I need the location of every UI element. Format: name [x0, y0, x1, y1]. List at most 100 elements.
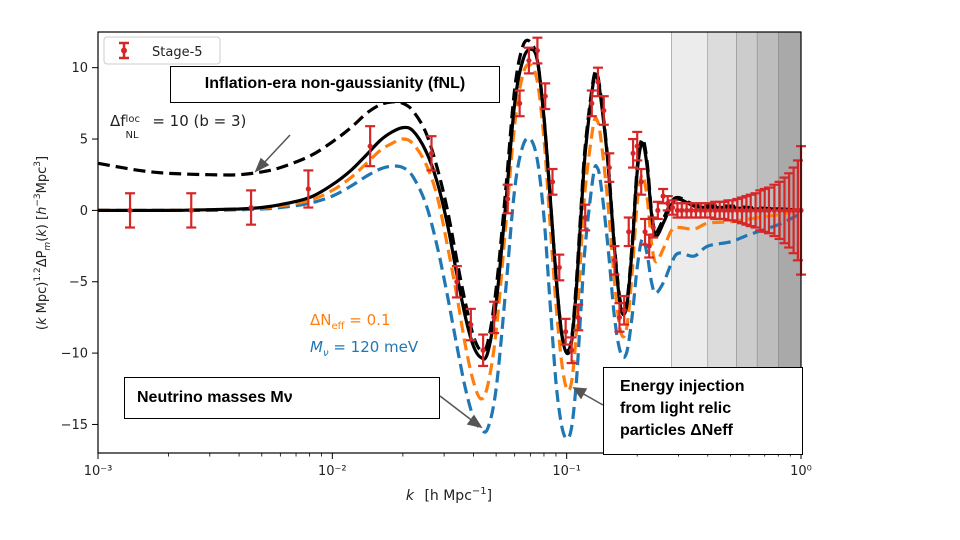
neutrino-arrowhead — [466, 414, 483, 429]
series-line-orange-dashed — [97, 62, 802, 401]
errorbar-point — [626, 229, 632, 235]
shaded-band — [757, 32, 779, 453]
y-axis-ticks: 10 5 0 −5 −10 −15 — [61, 61, 98, 433]
errorbar-point — [762, 207, 768, 213]
errorbar — [732, 197, 743, 223]
errorbar — [792, 159, 803, 262]
errorbar-point — [606, 164, 612, 171]
y-tick-label: −15 — [61, 418, 88, 433]
errorbar-point — [743, 207, 750, 213]
errorbar — [547, 167, 558, 196]
energy-callout-line-1: Energy injection — [620, 378, 745, 395]
y-tick-label: 5 — [80, 133, 88, 148]
energy-callout-line-2: from light relic — [620, 400, 732, 417]
errorbar-point — [786, 207, 792, 213]
errorbar-point — [721, 207, 727, 213]
errorbar-point — [734, 207, 740, 213]
errorbar-point — [542, 93, 548, 99]
errorbar — [736, 196, 747, 225]
errorbar-point — [725, 207, 732, 213]
y-tick-label: −5 — [69, 275, 88, 290]
errorbar — [540, 82, 551, 111]
x-tick-label: 10⁻¹ — [552, 464, 581, 479]
errorbar — [426, 135, 437, 172]
errorbar — [774, 180, 785, 241]
errorbar-point — [729, 207, 736, 213]
mnu-series-label: Mν = 120 meV — [310, 338, 419, 359]
errorbar-point — [595, 79, 601, 85]
errorbar — [489, 300, 500, 335]
errorbar-point — [611, 257, 618, 263]
errorbar-point — [707, 207, 713, 213]
errorbar-point — [505, 196, 511, 202]
fnl-arrowhead — [254, 157, 270, 173]
errorbar-point — [712, 207, 718, 213]
errorbar-point — [582, 214, 588, 221]
errorbar-point — [693, 207, 699, 213]
errorbar — [614, 302, 625, 333]
errorbar — [779, 176, 790, 245]
errorbar-point — [556, 264, 562, 271]
shaded-band — [736, 32, 758, 453]
errorbar-point — [688, 207, 694, 213]
errorbar-point — [569, 347, 575, 353]
errorbar-point — [698, 207, 704, 213]
errorbar-point — [305, 186, 311, 192]
x-tick-label: 10⁰ — [790, 464, 812, 479]
errorbar-point — [642, 229, 648, 235]
errorbar — [604, 152, 615, 183]
errorbar — [502, 183, 513, 215]
errorbar — [532, 36, 543, 65]
errorbar — [514, 89, 525, 118]
neutrino-arrow — [439, 395, 475, 423]
errorbar — [554, 253, 565, 282]
errorbar-point — [248, 204, 254, 211]
errorbar-point — [771, 207, 778, 213]
errorbar-point — [766, 207, 772, 213]
errorbar — [648, 216, 659, 239]
errorbar — [365, 125, 376, 168]
model-curves — [97, 38, 802, 441]
errorbar — [745, 193, 756, 228]
errorbar — [750, 192, 761, 229]
errorbar-point — [127, 207, 133, 213]
plot-frame — [97, 31, 802, 454]
errorbar — [303, 169, 314, 209]
errorbar-point — [634, 143, 640, 149]
y-tick-label: 0 — [80, 204, 88, 219]
errorbar-point — [739, 207, 745, 213]
errorbar-point — [646, 243, 652, 249]
errorbar-point — [752, 207, 759, 213]
errorbar-point — [601, 107, 607, 114]
stage5-errorbars — [125, 36, 806, 368]
errorbar-point — [669, 204, 676, 211]
errorbar — [573, 303, 584, 332]
errorbar-point — [480, 347, 486, 353]
errorbar-point — [655, 207, 661, 213]
y-tick-label: −10 — [61, 347, 88, 362]
errorbar-point — [702, 207, 708, 213]
errorbar-point — [188, 207, 194, 213]
errorbar — [580, 203, 591, 232]
errorbar-point — [757, 207, 763, 213]
series-line-black-solid — [97, 47, 802, 361]
legend-marker — [121, 47, 127, 54]
x-axis-label: k [h Mpc−1] — [406, 486, 492, 504]
errorbar-point — [684, 207, 690, 213]
errorbar-point — [616, 314, 623, 321]
x-axis-ticks: 10⁻³ 10⁻² 10⁻¹ 10⁰ — [84, 453, 812, 479]
errorbar — [763, 186, 774, 235]
fnl-amplitude-label: Δf loc NL = 10 (b = 3) — [110, 112, 247, 141]
legend-box — [103, 36, 221, 65]
legend-label: Stage-5 — [152, 45, 203, 60]
errorbar — [652, 200, 663, 221]
errorbar-point — [748, 207, 754, 213]
errorbar-point — [491, 314, 497, 321]
errorbar — [640, 217, 651, 246]
errorbar-point — [526, 57, 532, 64]
errorbar — [186, 192, 197, 229]
errorbar — [246, 189, 257, 226]
errorbar-point — [776, 207, 783, 213]
errorbar-point — [638, 179, 644, 185]
